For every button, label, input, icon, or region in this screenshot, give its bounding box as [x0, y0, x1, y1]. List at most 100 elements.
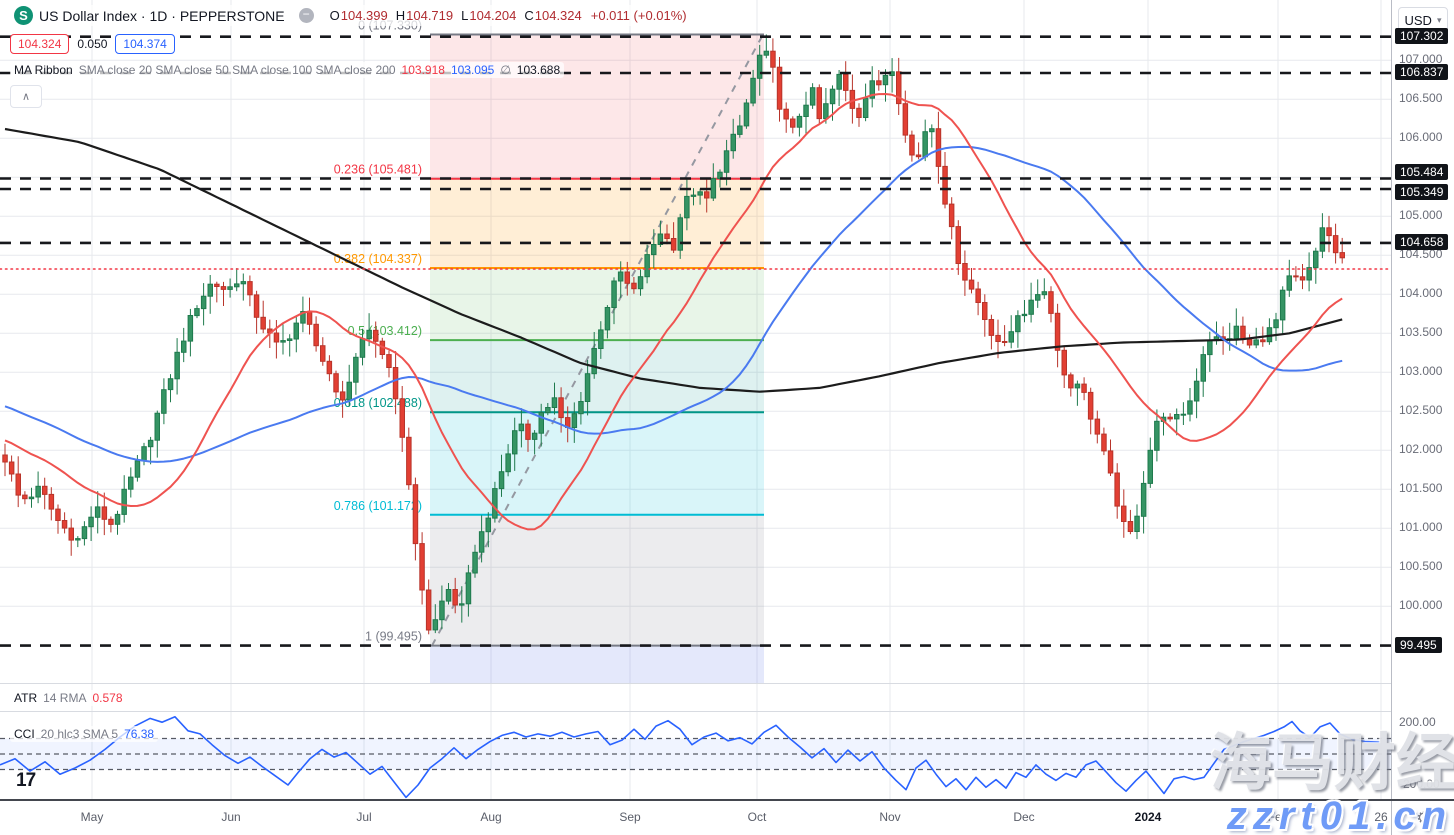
currency-label: USD [1404, 12, 1432, 28]
candle-body [1187, 400, 1193, 415]
sma50-value: 103.095 [450, 63, 495, 77]
candle-body [1240, 325, 1246, 340]
candle-body [353, 356, 359, 383]
price-axis-badge: 105.484 [1395, 163, 1449, 180]
candle-body [425, 589, 432, 631]
candle-body [856, 107, 862, 119]
atr-params: 14 RMA [43, 691, 87, 705]
candle-body [1332, 235, 1339, 254]
candle-body [1306, 267, 1312, 281]
price-axis-label: 104.000 [1399, 286, 1443, 301]
price-alert-row: 104.324 0.050 104.374 [10, 33, 179, 55]
time-axis[interactable]: May Jun Jul Aug Sep Oct Nov Dec 2024 Feb 26 [0, 801, 1391, 835]
fib-trend-line [431, 34, 764, 647]
candle-body [273, 332, 280, 343]
candle-body [1299, 276, 1306, 281]
price-axis-badge: 105.349 [1395, 184, 1449, 200]
candle-body [373, 329, 379, 342]
candle-body [81, 526, 88, 540]
candle-body [995, 334, 1001, 342]
candle-body [419, 543, 425, 591]
collapse-legend-icon[interactable]: − [298, 8, 314, 23]
candle-body [128, 476, 134, 490]
candle-body [750, 77, 756, 104]
candle-body [723, 150, 730, 173]
candle-body [836, 73, 842, 90]
candle-body [730, 133, 736, 152]
candle-body [611, 280, 617, 308]
candle-body [545, 407, 551, 414]
candle-body [154, 412, 160, 441]
candle-body [1140, 482, 1147, 517]
candle-body [935, 128, 942, 167]
candle-body [816, 87, 822, 120]
symbol-row[interactable]: S US Dollar Index · 1D · PEPPERSTONE − O… [10, 5, 691, 26]
axis-separator [0, 799, 1454, 801]
candle-body [1061, 349, 1067, 376]
cci-title: CCI [14, 727, 35, 741]
cci-value: 76.38 [124, 727, 155, 741]
price-axis-badge: 99.495 [1395, 636, 1442, 653]
candle-body [61, 520, 68, 529]
candle-body [862, 97, 869, 118]
price-label-red[interactable]: 104.324 [10, 34, 70, 54]
candle-body [684, 195, 690, 219]
candle-body [737, 125, 743, 135]
candle-body [28, 496, 35, 500]
price-axis-label: 106.500 [1399, 91, 1443, 106]
candle-body [558, 397, 564, 419]
candle-body [121, 488, 127, 515]
candle-body [1114, 472, 1120, 507]
candle-body [399, 398, 405, 438]
moving-averages-layer [4, 93, 1343, 531]
candle-body [234, 283, 240, 288]
atr-pane-label[interactable]: ATR 14 RMA 0.578 [10, 690, 127, 706]
low-value: 104.204 [469, 8, 517, 23]
price-axis-label: 103.500 [1399, 325, 1443, 340]
candle-body [1107, 450, 1114, 474]
tradingview-logo[interactable]: 17 [16, 770, 36, 791]
cci-pane-label[interactable]: CCI 20 hlc3 SMA 5 76.38 [10, 726, 159, 742]
time-axis-label: Dec [1013, 810, 1035, 824]
candle-body [955, 226, 961, 265]
price-axis-label: 100.500 [1399, 559, 1443, 574]
candle-body [339, 391, 346, 401]
gear-icon[interactable]: ⚙ [1416, 810, 1431, 827]
candle-body [1233, 325, 1240, 340]
candle-body [1008, 331, 1014, 343]
close-value: 104.324 [534, 8, 582, 23]
candle-body [108, 518, 114, 525]
candle-body [584, 373, 591, 403]
candle-body [174, 351, 180, 380]
open-value: 104.399 [340, 8, 388, 23]
candle-body [181, 340, 187, 353]
candle-body [1207, 340, 1213, 356]
candle-body [1293, 275, 1299, 278]
candle-body [1246, 338, 1253, 346]
chart-canvas[interactable]: 0 (107.330)0.236 (105.481)0.382 (104.337… [0, 0, 1392, 801]
price-axis[interactable]: USD ▾ 107.000 106.500 106.000 105.000 104.50… [1391, 0, 1454, 801]
candle-body [286, 338, 293, 341]
price-axis-label: 100.000 [1399, 598, 1443, 613]
price-axis-badge: 104.658 [1395, 233, 1449, 250]
candle-body [525, 423, 531, 440]
candle-body [704, 191, 710, 199]
fib-band-extension [430, 645, 764, 683]
ma-ribbon-row[interactable]: MA Ribbon SMA close 20 SMA close 50 SMA … [10, 62, 565, 78]
candle-body [823, 103, 829, 120]
candle-body [1193, 380, 1200, 402]
collapse-all-button[interactable]: ∧ [10, 85, 42, 108]
candle-body [200, 295, 207, 310]
time-axis-label: Aug [480, 810, 502, 824]
time-axis-label: May [80, 810, 104, 824]
candle-body [743, 102, 750, 127]
candle-body [478, 531, 485, 553]
candle-body [538, 412, 544, 434]
ohlc-values: O104.399 H104.719 L104.204 C104.324 +0.0… [330, 8, 687, 23]
price-axis-label: 102.500 [1399, 403, 1443, 418]
candle-body [406, 436, 412, 486]
price-label-blue[interactable]: 104.374 [115, 34, 175, 54]
candle-body [68, 527, 74, 541]
main-chart[interactable]: 0 (107.330)0.236 (105.481)0.382 (104.337… [0, 0, 1392, 801]
candle-body [1167, 416, 1173, 420]
